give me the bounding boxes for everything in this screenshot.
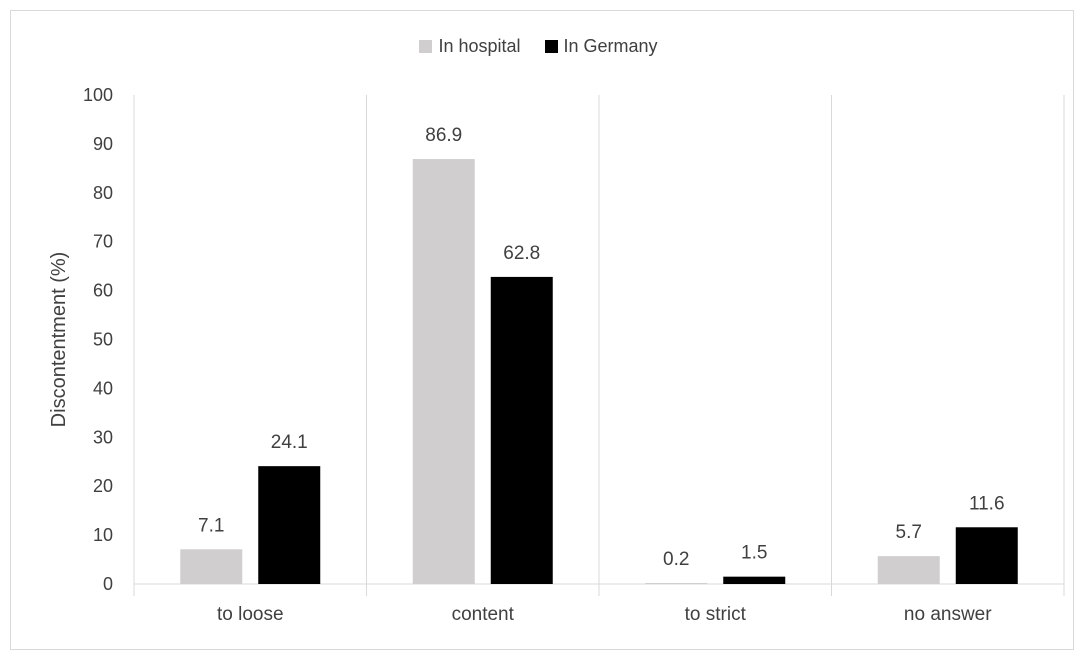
y-tick-label: 0 (103, 574, 113, 594)
x-category-label: no answer (904, 604, 992, 625)
bar-in-hospital (877, 556, 940, 584)
bar-in-germany (723, 576, 786, 584)
y-tick-label: 40 (93, 378, 113, 398)
data-label: 86.9 (425, 125, 462, 146)
legend-swatch-in-hospital (419, 40, 433, 53)
bar-in-hospital (412, 159, 475, 584)
legend-label-in-germany: In Germany (563, 36, 658, 56)
x-category-label: to strict (685, 604, 747, 625)
legend-item-in-germany: In Germany (544, 36, 658, 57)
y-tick-label: 100 (83, 85, 113, 105)
bar-in-hospital (180, 549, 243, 584)
y-tick-label: 70 (93, 232, 113, 252)
x-category-label: content (452, 604, 515, 625)
y-tick-label: 20 (93, 476, 113, 496)
chart-legend: In hospital In Germany (0, 36, 1077, 57)
y-tick-label: 10 (93, 525, 113, 545)
data-label: 5.7 (896, 522, 922, 543)
y-tick-label: 50 (93, 330, 113, 350)
data-label: 7.1 (198, 515, 224, 536)
x-category-label: to loose (217, 604, 284, 625)
bar-in-hospital (645, 583, 708, 584)
y-tick-label: 80 (93, 183, 113, 203)
data-label: 0.2 (663, 549, 689, 570)
y-tick-label: 60 (93, 281, 113, 301)
bar-in-germany (258, 466, 321, 584)
bar-in-germany (490, 276, 553, 584)
legend-swatch-in-germany (544, 40, 558, 53)
data-label: 62.8 (503, 243, 540, 264)
y-tick-label: 30 (93, 427, 113, 447)
legend-item-in-hospital: In hospital (419, 36, 521, 57)
data-label: 24.1 (271, 432, 308, 453)
legend-label-in-hospital: In hospital (438, 36, 521, 56)
y-tick-label: 90 (93, 134, 113, 154)
data-label: 11.6 (969, 493, 1005, 514)
bar-in-germany (955, 527, 1018, 584)
data-label: 1.5 (741, 543, 767, 564)
y-axis-title: Discontentment (%) (48, 252, 70, 428)
